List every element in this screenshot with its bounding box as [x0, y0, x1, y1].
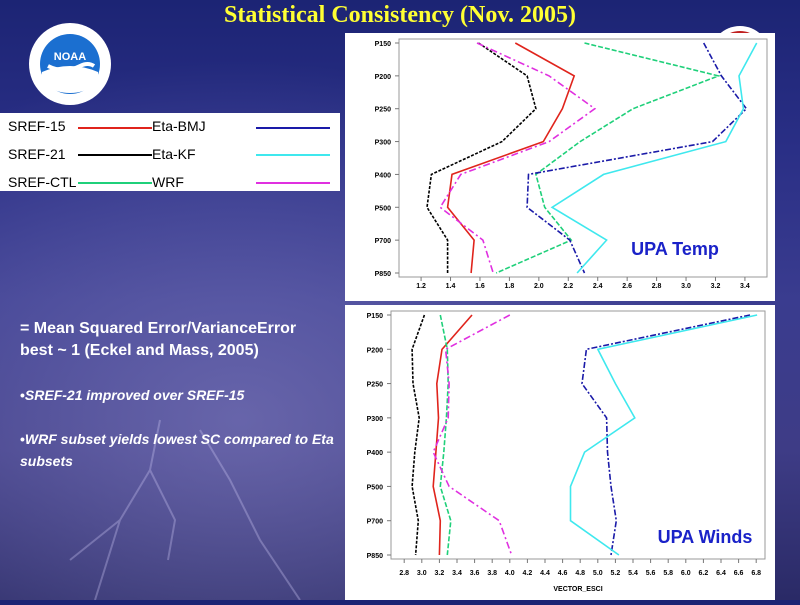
series-line-sref-ctl: [439, 314, 452, 556]
legend-swatch-eta-bmj: [256, 127, 330, 129]
x-tick-label: 3.2: [435, 570, 445, 577]
legend-swatch-eta-kf: [256, 154, 330, 156]
x-tick-label: 1.2: [416, 283, 426, 290]
y-tick-label: P300: [367, 416, 383, 423]
bullet-2-text-line-1: WRF subset yields lowest SC compared to …: [24, 431, 334, 447]
y-tick-label: P250: [367, 382, 383, 389]
x-tick-label: 3.2: [711, 283, 721, 290]
y-tick-label: P200: [367, 347, 383, 354]
legend-swatch-wrf: [256, 182, 330, 184]
legend-label-sref-ctl: SREF-CTL: [8, 174, 77, 190]
bullet-2: •WRF subset yields lowest SC compared to…: [20, 428, 350, 472]
x-tick-label: 2.8: [652, 283, 662, 290]
series-line-eta-bmj: [526, 42, 748, 274]
x-tick-label: 1.6: [475, 283, 485, 290]
bullet-marker: •: [20, 387, 25, 403]
y-tick-label: P200: [375, 74, 391, 81]
x-tick-label: 1.4: [446, 283, 456, 290]
legend-label-sref-15: SREF-15: [8, 118, 66, 134]
x-tick-label: 2.8: [399, 570, 409, 577]
noaa-logo-icon: NOAA: [29, 23, 111, 105]
bullet-marker: •: [20, 431, 25, 447]
series-line-sref-21: [426, 42, 537, 273]
x-tick-label: 3.6: [470, 570, 480, 577]
x-tick-label: 2.4: [593, 283, 603, 290]
x-tick-label: 5.2: [611, 570, 621, 577]
page-title: Statistical Consistency (Nov. 2005): [224, 2, 576, 28]
x-tick-label: 3.0: [417, 570, 427, 577]
x-tick-label: 5.6: [646, 570, 656, 577]
bullet-1-text: SREF-21 improved over SREF-15: [24, 387, 245, 403]
plot-frame: [390, 310, 766, 560]
series-line-wrf: [439, 42, 597, 274]
series-line-sref-21: [411, 314, 426, 556]
series-line-sref-15: [432, 314, 473, 556]
x-tick-label: 6.6: [734, 570, 744, 577]
y-tick-label: P400: [375, 172, 391, 179]
y-tick-label: P850: [375, 271, 391, 278]
x-tick-label: 4.6: [558, 570, 568, 577]
definition-line-2: best ~ 1 (Eckel and Mass, 2005): [20, 342, 259, 359]
definition-line-1: = Mean Squared Error/VarianceError: [20, 320, 297, 337]
y-tick-label: P150: [367, 313, 383, 320]
series-line-eta-bmj: [581, 314, 751, 556]
x-tick-label: 6.2: [699, 570, 709, 577]
x-tick-label: 6.8: [751, 570, 761, 577]
y-tick-label: P400: [367, 450, 383, 457]
y-tick-label: P700: [375, 238, 391, 245]
series-line-wrf: [432, 314, 513, 556]
x-tick-label: 2.0: [534, 283, 544, 290]
x-tick-label: 4.4: [540, 570, 550, 577]
chart-title: UPA Winds: [658, 527, 753, 547]
legend-label-eta-bmj: Eta-BMJ: [152, 118, 206, 134]
x-tick-label: 4.8: [575, 570, 585, 577]
y-tick-label: P700: [367, 519, 383, 526]
y-tick-label: P300: [375, 140, 391, 147]
x-tick-label: 5.0: [593, 570, 603, 577]
legend-swatch-sref-ctl: [78, 182, 152, 184]
legend-swatch-sref-21: [78, 154, 152, 156]
y-tick-label: P250: [375, 107, 391, 114]
upa-winds-chart: P150 P200 P250 P300 P400 P500 P700 P850 2.8 3.0 3.…: [367, 310, 766, 593]
x-tick-label: 3.0: [681, 283, 691, 290]
series-line-sref-ctl: [495, 42, 722, 274]
legend-label-wrf: WRF: [152, 174, 184, 190]
y-tick-label: P500: [375, 205, 391, 212]
x-tick-label: 5.8: [663, 570, 673, 577]
plot-frame: [398, 38, 768, 278]
x-tick-label: 4.2: [523, 570, 533, 577]
series-line-eta-kf: [550, 42, 758, 274]
upa-temp-chart: P150 P200 P250 P300 P400 P500 P700 P850 1.2 1.4 1.…: [375, 38, 768, 290]
x-tick-label: 6.0: [681, 570, 691, 577]
definition-text: = Mean Squared Error/VarianceError best …: [20, 318, 350, 362]
upa-winds-panel: P150 P200 P250 P300 P400 P500 P700 P850 2.8 3.0 3.…: [345, 305, 775, 600]
x-tick-label: 3.4: [740, 283, 750, 290]
y-tick-label: P500: [367, 484, 383, 491]
chart-title: UPA Temp: [631, 239, 719, 259]
x-tick-label: 5.4: [628, 570, 638, 577]
y-tick-label: P150: [375, 41, 391, 48]
x-tick-label: 4.0: [505, 570, 515, 577]
x-tick-label: 2.6: [622, 283, 632, 290]
y-tick-label: P850: [367, 553, 383, 560]
legend: SREF-15 SREF-21 SREF-CTL Eta-BMJ Eta-KF …: [0, 113, 340, 191]
series-line-sref-15: [446, 42, 576, 274]
logo-text: NOAA: [54, 51, 86, 63]
legend-swatch-sref-15: [78, 127, 152, 129]
upa-temp-panel: P150 P200 P250 P300 P400 P500 P700 P850 1.2 1.4 1.…: [345, 33, 775, 301]
x-tick-label: 2.2: [563, 283, 573, 290]
legend-label-sref-21: SREF-21: [8, 146, 66, 162]
legend-label-eta-kf: Eta-KF: [152, 146, 196, 162]
bullet-2-text-line-2: subsets: [20, 453, 73, 469]
series-line-eta-kf: [569, 314, 758, 556]
x-tick-label: 3.4: [452, 570, 462, 577]
bullet-1: •SREF-21 improved over SREF-15: [20, 384, 350, 406]
x-tick-label: 3.8: [487, 570, 497, 577]
x-tick-label: 6.4: [716, 570, 726, 577]
x-axis-label: VECTOR_ESCI: [553, 586, 602, 593]
x-tick-label: 1.8: [505, 283, 515, 290]
